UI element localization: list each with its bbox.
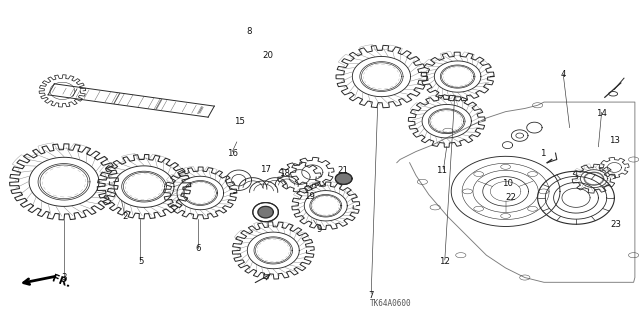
Text: 12: 12: [439, 257, 451, 266]
Text: 16: 16: [227, 149, 238, 158]
Text: 8: 8: [247, 27, 252, 36]
Text: 10: 10: [502, 179, 513, 188]
Text: 4: 4: [561, 70, 566, 79]
Text: 15: 15: [234, 117, 246, 126]
Text: 23: 23: [611, 220, 622, 229]
Text: 3: 3: [61, 273, 67, 282]
Text: 21: 21: [337, 166, 349, 175]
Text: 22: 22: [505, 193, 516, 202]
Text: FR.: FR.: [50, 274, 72, 290]
Text: 6: 6: [196, 244, 201, 253]
Text: 5: 5: [138, 257, 143, 266]
Text: 11: 11: [436, 166, 447, 175]
Text: 1: 1: [540, 149, 545, 158]
Text: 2: 2: [122, 212, 127, 221]
Text: 20: 20: [262, 51, 273, 60]
Text: 17: 17: [260, 165, 271, 174]
Text: 14: 14: [596, 109, 607, 118]
Text: 19: 19: [304, 192, 314, 201]
Text: 18: 18: [279, 169, 291, 178]
Polygon shape: [335, 173, 352, 184]
Polygon shape: [258, 206, 273, 218]
Text: TK64A0600: TK64A0600: [369, 299, 412, 308]
Text: 9: 9: [316, 225, 321, 234]
Text: 7: 7: [369, 291, 374, 300]
Text: 13: 13: [609, 136, 620, 145]
